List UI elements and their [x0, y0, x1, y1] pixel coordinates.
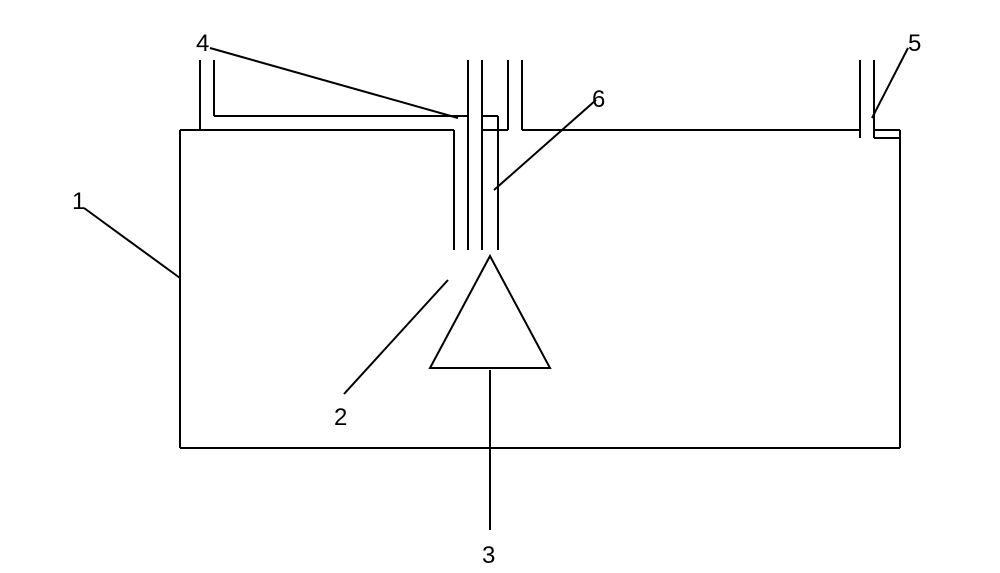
label-4: 4: [196, 30, 209, 58]
label-5: 5: [908, 30, 921, 58]
label-2: 2: [334, 404, 347, 432]
diagram-svg: [0, 0, 1000, 573]
label-1: 1: [72, 188, 85, 216]
schematic-diagram: 1 2 3 4 5 6: [0, 0, 1000, 573]
label-3: 3: [482, 542, 495, 570]
label-6: 6: [592, 86, 605, 114]
